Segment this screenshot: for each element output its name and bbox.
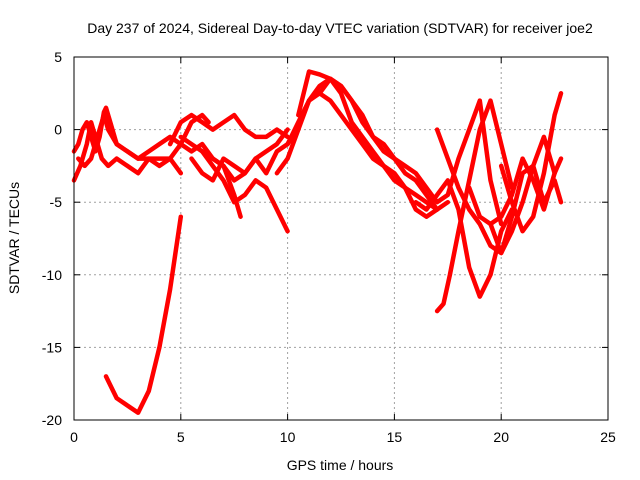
series-line-sat-h [103,214,184,415]
x-tick-label: 25 [600,429,616,445]
y-tick-label: -10 [42,267,62,283]
series-line-sat-r [488,134,557,256]
x-axis-label: GPS time / hours [287,457,394,473]
y-axis-label: SDTVAR / TECUs [6,182,22,294]
series-line-sat-n [413,178,515,299]
x-tick-label: 0 [70,429,78,445]
series-line-sat-g [199,127,290,183]
series-line-sat-m [434,98,515,314]
axis-ticks: 0 5 10 15 20 25 -20 -15 -10 -5 0 5 [42,49,616,445]
series-line-sat-b [71,120,184,183]
y-tick-label: -15 [42,339,62,355]
x-tick-label: 5 [177,429,185,445]
series-line-sat-l [317,76,504,227]
x-tick-label: 10 [280,429,296,445]
chart-title: Day 237 of 2024, Sidereal Day-to-day VTE… [87,20,593,36]
series-line-sat-k [285,91,440,219]
data-series [71,69,564,415]
x-tick-label: 20 [493,429,509,445]
series-line-sat-q [498,91,564,234]
series-line-sat-d [178,134,290,234]
series-line-sat-p [466,156,564,227]
y-tick-label: -20 [42,412,62,428]
y-tick-label: -5 [50,194,63,210]
x-tick-label: 15 [387,429,403,445]
y-tick-label: 0 [54,122,62,138]
y-tick-label: 5 [54,49,62,65]
plot-frame [73,56,609,421]
series-line-sat-e [167,112,290,147]
